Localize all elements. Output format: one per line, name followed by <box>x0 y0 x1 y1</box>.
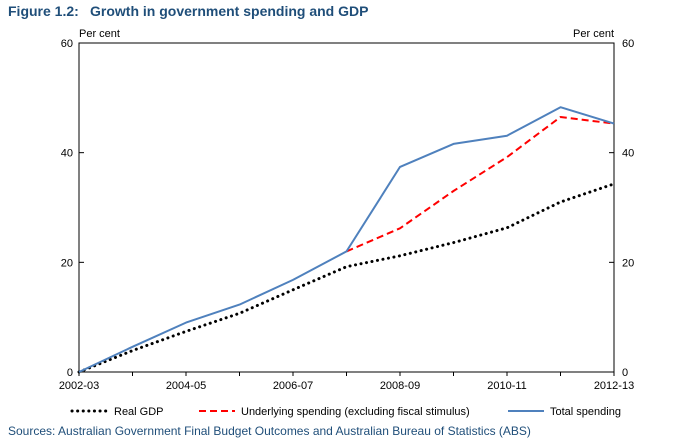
y-tick-label-left: 60 <box>61 38 73 50</box>
x-tick-label: 2004-05 <box>166 380 206 392</box>
series-layer <box>77 106 616 374</box>
y-tick-label-right: 0 <box>622 367 628 379</box>
x-tick-label: 2002-03 <box>59 380 99 392</box>
series-line-1 <box>346 116 615 253</box>
x-tick-label: 2008-09 <box>380 380 420 392</box>
y-tick-label-left: 20 <box>61 257 73 269</box>
figure-title-text: Growth in government spending and GDP <box>90 3 369 19</box>
source-note: Sources: Australian Government Final Bud… <box>8 424 531 438</box>
y-tick-label-right: 40 <box>622 148 634 160</box>
plot-frame <box>78 42 615 373</box>
y-axis-label-left: Per cent <box>79 28 120 40</box>
y-tick-label-right: 60 <box>622 38 634 50</box>
y-tick-label-left: 40 <box>61 148 73 160</box>
series-line-2 <box>78 106 615 373</box>
y-tick-label-right: 20 <box>622 257 634 269</box>
y-axis-label-right: Per cent <box>573 28 614 40</box>
x-tick-label: 2010-11 <box>487 380 527 392</box>
legend-label-1: Underlying spending (excluding fiscal st… <box>241 406 470 418</box>
figure-title: Figure 1.2: Growth in government spending… <box>8 3 368 19</box>
axes: 0 0 20 20 40 40 60 60 2002-03 2004-05 2006-07 2008-… <box>59 38 634 392</box>
x-tick-label: 2006-07 <box>273 380 313 392</box>
legend-label-2: Total spending <box>550 406 621 418</box>
x-tick-label: 2012-13 <box>594 380 634 392</box>
series-line-0 <box>77 182 616 374</box>
y-tick-label-left: 0 <box>67 367 73 379</box>
legend-label-0: Real GDP <box>114 406 164 418</box>
figure-number: Figure 1.2: <box>8 3 79 19</box>
legend: Real GDP Underlying spending (excluding f… <box>70 406 621 418</box>
